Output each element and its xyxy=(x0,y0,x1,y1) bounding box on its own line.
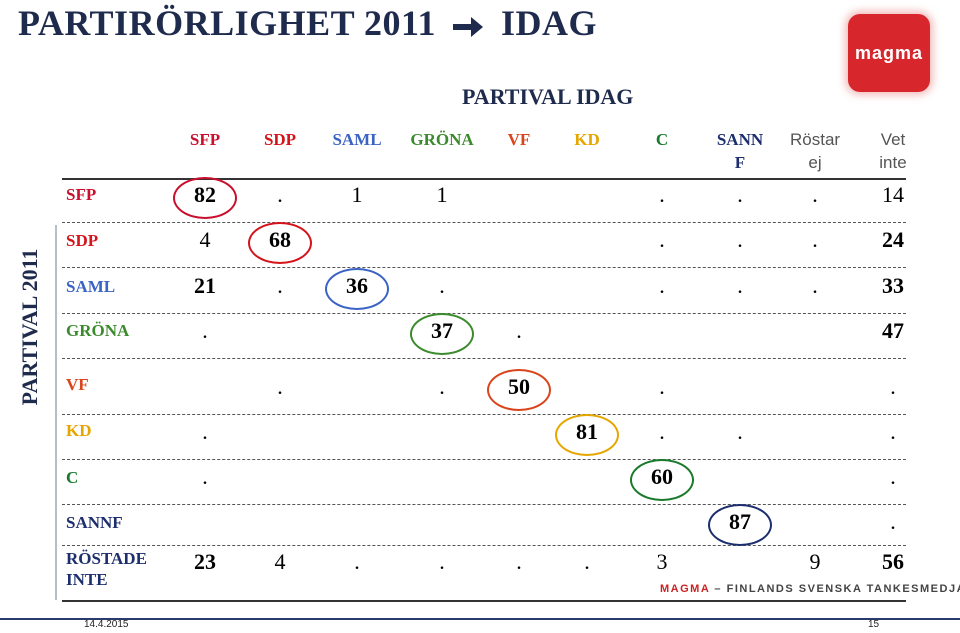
table-cell: . xyxy=(202,318,208,343)
table-cell: 14 xyxy=(882,182,904,207)
table-cell: . xyxy=(659,182,665,207)
row-header: GRÖNA xyxy=(66,321,130,340)
table-cell: 56 xyxy=(882,549,904,574)
row-divider xyxy=(62,459,906,460)
row-header: SAML xyxy=(66,277,116,296)
title-right: IDAG xyxy=(500,3,597,43)
table-cell: 3 xyxy=(656,549,668,574)
column-header: SAML xyxy=(332,130,382,149)
highlight-ring xyxy=(487,369,551,411)
table-cell: 33 xyxy=(882,273,904,298)
table-cell: 4 xyxy=(274,549,286,574)
table-cell: 23 xyxy=(194,549,216,574)
table-cell: . xyxy=(439,273,445,298)
table-cell: . xyxy=(659,227,665,252)
highlight-ring xyxy=(708,504,772,546)
table-cell: 9 xyxy=(809,549,821,574)
title-left: PARTIRÖRLIGHET 2011 xyxy=(18,3,436,43)
chart-title: PARTIVAL IDAG xyxy=(462,84,634,109)
table-cell: 21 xyxy=(194,273,216,298)
table-cell: . xyxy=(516,549,522,574)
column-header: SANN F xyxy=(716,130,764,172)
table-cell: . xyxy=(516,318,522,343)
row-divider xyxy=(62,267,906,268)
table-cell: 47 xyxy=(882,318,904,343)
table-cell: . xyxy=(737,419,743,444)
bottom-rule xyxy=(62,600,906,602)
highlight-ring xyxy=(248,222,312,264)
table-cell: . xyxy=(202,464,208,489)
table-cell: . xyxy=(659,419,665,444)
footer-bar xyxy=(0,618,960,633)
table-cell: . xyxy=(277,182,283,207)
arrow-right-icon xyxy=(453,16,484,37)
highlight-ring xyxy=(325,268,389,310)
table-cell: . xyxy=(890,419,896,444)
row-header: C xyxy=(66,468,79,487)
highlight-ring xyxy=(630,459,694,501)
column-header: VF xyxy=(507,130,531,149)
magma-logo: magma xyxy=(848,14,930,92)
row-divider xyxy=(62,545,906,546)
row-header: KD xyxy=(66,421,92,440)
row-divider xyxy=(62,313,906,314)
table-cell: . xyxy=(812,273,818,298)
column-header: SDP xyxy=(263,130,297,149)
brand-name: MAGMA xyxy=(660,583,710,595)
row-header: SDP xyxy=(66,231,99,250)
row-divider xyxy=(62,414,906,415)
table-cell: . xyxy=(354,549,360,574)
row-header: RÖSTADE INTE xyxy=(66,549,147,589)
page-number: 15 xyxy=(868,619,880,630)
column-header: Vet inte xyxy=(879,130,907,172)
table-cell: . xyxy=(737,273,743,298)
column-header: C xyxy=(655,130,669,149)
highlight-ring xyxy=(410,313,474,355)
table-cell: . xyxy=(277,273,283,298)
table-cell: . xyxy=(737,182,743,207)
column-header: KD xyxy=(574,130,600,149)
table-cell: . xyxy=(812,182,818,207)
row-divider xyxy=(62,222,906,223)
row-divider xyxy=(62,358,906,359)
table-cell: . xyxy=(439,549,445,574)
brand-tagline: MAGMA – FINLANDS SVENSKA TANKESMEDJA xyxy=(660,583,960,595)
header-rule xyxy=(62,178,906,180)
row-header: SANNF xyxy=(66,513,123,532)
highlight-ring xyxy=(555,414,619,456)
table-cell: . xyxy=(737,227,743,252)
table-cell: . xyxy=(202,419,208,444)
column-header: SFP xyxy=(189,130,221,149)
column-header: GRÖNA xyxy=(410,130,474,149)
table-cell: . xyxy=(812,227,818,252)
table-cell: . xyxy=(584,549,590,574)
table-cell: . xyxy=(659,374,665,399)
table-cell: . xyxy=(439,374,445,399)
table-cell: . xyxy=(890,464,896,489)
brand-suffix: – FINLANDS SVENSKA TANKESMEDJA xyxy=(709,583,960,595)
table-cell: . xyxy=(277,374,283,399)
highlight-ring xyxy=(173,177,237,219)
table-cell: 1 xyxy=(436,182,448,207)
row-header: SFP xyxy=(66,185,97,204)
row-divider xyxy=(62,504,906,505)
table-cell: . xyxy=(890,374,896,399)
page-title: PARTIRÖRLIGHET 2011 IDAG xyxy=(18,2,597,44)
table-cell: . xyxy=(659,273,665,298)
table-cell: 24 xyxy=(882,227,904,252)
row-axis-label: PARTIVAL 2011 xyxy=(17,248,42,406)
table-cell: . xyxy=(890,509,896,534)
table-cell: 1 xyxy=(351,182,363,207)
logo-text: magma xyxy=(854,42,924,63)
table-cell: 4 xyxy=(199,227,211,252)
column-header: Röstar ej xyxy=(790,130,841,172)
row-axis-label-box: PARTIVAL 2011 xyxy=(10,232,50,422)
row-header: VF xyxy=(66,375,89,394)
side-divider xyxy=(55,225,57,600)
footer-date: 14.4.2015 xyxy=(84,619,129,630)
